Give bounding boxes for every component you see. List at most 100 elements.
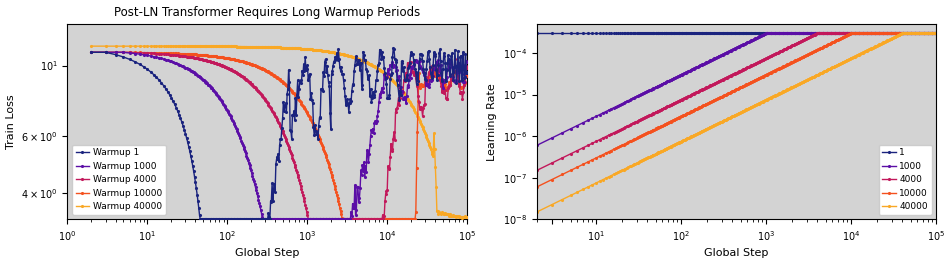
Warmup 1000 — [437, 86, 449, 89]
1000 — [864, 31, 876, 35]
Warmup 1000 — [258, 218, 269, 221]
1000 — [594, 113, 606, 116]
1 — [531, 31, 542, 35]
1 — [594, 31, 606, 35]
40000 — [905, 31, 917, 35]
4000 — [864, 31, 876, 35]
10000 — [676, 114, 688, 117]
Warmup 10000 — [398, 218, 410, 221]
Line: Warmup 1000: Warmup 1000 — [89, 51, 469, 221]
Warmup 40000 — [456, 216, 468, 219]
10000 — [594, 155, 606, 158]
1000 — [531, 144, 542, 147]
Warmup 4000 — [398, 79, 410, 82]
Warmup 40000 — [167, 45, 179, 48]
40000 — [676, 139, 688, 142]
1 — [864, 31, 875, 35]
Warmup 1 — [167, 100, 179, 103]
1 — [618, 31, 630, 35]
Warmup 4000 — [303, 218, 315, 221]
Warmup 4000 — [223, 67, 234, 70]
10000 — [708, 99, 719, 102]
40000 — [594, 180, 606, 183]
Warmup 1 — [438, 55, 450, 58]
Line: 1000: 1000 — [535, 31, 938, 147]
Y-axis label: Train Loss: Train Loss — [6, 94, 15, 149]
Title: Post-LN Transformer Requires Long Warmup Periods: Post-LN Transformer Requires Long Warmup… — [114, 6, 420, 18]
Line: Warmup 10000: Warmup 10000 — [89, 51, 469, 221]
1000 — [676, 73, 688, 76]
4000 — [812, 31, 824, 35]
40000 — [864, 48, 875, 51]
Warmup 1000 — [461, 61, 473, 64]
1000 — [618, 101, 630, 105]
1 — [676, 31, 688, 35]
Warmup 1 — [461, 70, 473, 73]
10000 — [864, 31, 876, 35]
1 — [931, 31, 942, 35]
1000 — [905, 31, 917, 35]
1000 — [708, 57, 719, 60]
10000 — [905, 31, 917, 35]
4000 — [931, 31, 942, 35]
Warmup 4000 — [461, 66, 473, 69]
Warmup 1000 — [398, 95, 410, 98]
10000 — [845, 31, 857, 35]
Warmup 1000 — [145, 54, 156, 58]
4000 — [594, 138, 606, 141]
40000 — [531, 210, 542, 214]
Warmup 10000 — [167, 52, 179, 55]
Warmup 4000 — [437, 86, 449, 89]
Warmup 1000 — [167, 60, 179, 64]
40000 — [931, 31, 942, 35]
Warmup 1000 — [252, 195, 263, 198]
Warmup 10000 — [461, 74, 473, 78]
Warmup 10000 — [145, 51, 156, 54]
Warmup 1 — [399, 79, 411, 82]
Legend: 1, 1000, 4000, 10000, 40000: 1, 1000, 4000, 10000, 40000 — [879, 145, 932, 215]
Warmup 1 — [253, 218, 264, 221]
4000 — [531, 169, 542, 172]
Legend: Warmup 1, Warmup 1000, Warmup 4000, Warmup 10000, Warmup 40000: Warmup 1, Warmup 1000, Warmup 4000, Warm… — [72, 145, 165, 215]
4000 — [905, 31, 917, 35]
Warmup 4000 — [86, 51, 97, 54]
Line: 10000: 10000 — [535, 31, 938, 189]
Line: Warmup 1: Warmup 1 — [89, 46, 469, 221]
1 — [904, 31, 916, 35]
Line: 4000: 4000 — [535, 31, 938, 172]
Warmup 40000 — [252, 45, 263, 48]
Warmup 10000 — [337, 218, 348, 221]
Line: 1: 1 — [535, 31, 938, 35]
Line: 40000: 40000 — [535, 31, 938, 214]
Warmup 10000 — [223, 57, 234, 60]
X-axis label: Global Step: Global Step — [705, 248, 768, 258]
Warmup 1 — [195, 218, 206, 221]
40000 — [708, 124, 719, 127]
1 — [708, 31, 719, 35]
40000 — [897, 31, 908, 35]
Y-axis label: Learning Rate: Learning Rate — [487, 83, 497, 161]
Warmup 1 — [145, 70, 156, 73]
Warmup 40000 — [461, 215, 473, 219]
4000 — [676, 98, 688, 101]
Warmup 40000 — [223, 45, 234, 48]
Warmup 10000 — [437, 82, 449, 85]
Warmup 1000 — [223, 111, 234, 114]
Warmup 4000 — [252, 89, 263, 92]
Warmup 4000 — [145, 52, 156, 55]
10000 — [618, 143, 630, 146]
Warmup 10000 — [252, 65, 263, 68]
10000 — [531, 185, 542, 188]
Warmup 4000 — [167, 53, 179, 56]
Warmup 10000 — [86, 51, 97, 54]
1000 — [761, 31, 772, 35]
Warmup 1000 — [86, 51, 97, 54]
Warmup 40000 — [437, 210, 448, 214]
4000 — [708, 82, 719, 86]
4000 — [618, 126, 630, 130]
Warmup 40000 — [145, 45, 156, 48]
Warmup 40000 — [86, 45, 97, 48]
40000 — [618, 168, 630, 171]
1000 — [931, 31, 942, 35]
Warmup 1 — [223, 218, 235, 221]
